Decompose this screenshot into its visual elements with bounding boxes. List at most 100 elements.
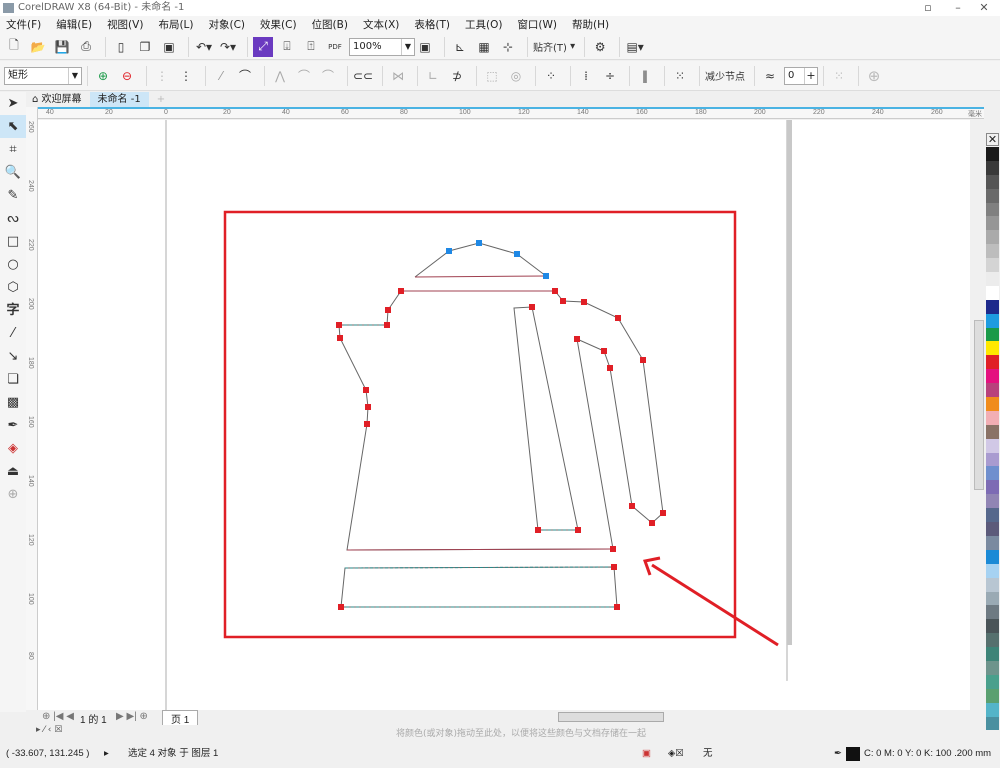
vertical-ruler[interactable]: 260 240 220 200 180 160 140 120 100 80: [26, 107, 38, 710]
curve-node[interactable]: [581, 299, 587, 305]
curve-node[interactable]: [607, 365, 613, 371]
transparency-icon[interactable]: ▩: [6, 395, 20, 410]
color-swatch[interactable]: [986, 355, 999, 370]
horizontal-ruler[interactable]: 40 20 0 20 40 60 80 100 120 140 160 180 200 220 240 260…: [38, 107, 984, 119]
menu-item[interactable]: 效果(C): [260, 19, 297, 31]
curve-node[interactable]: [660, 510, 666, 516]
eyedropper-icon[interactable]: ✒: [7, 418, 19, 433]
color-swatch[interactable]: [986, 327, 999, 342]
import-icon[interactable]: ⍗: [283, 39, 291, 53]
copy-icon[interactable]: ❐: [139, 39, 151, 54]
drop-shadow-icon[interactable]: ❏: [7, 372, 19, 387]
curve-node[interactable]: [446, 248, 452, 254]
curve-node[interactable]: [385, 307, 391, 313]
snap-to-menu[interactable]: 贴齐(T) ▾: [533, 41, 576, 54]
color-swatch[interactable]: [986, 230, 999, 245]
color-swatch[interactable]: [986, 522, 999, 536]
outline-color-swatch[interactable]: [846, 747, 860, 761]
color-swatch[interactable]: [986, 647, 999, 661]
curve-node[interactable]: [384, 322, 390, 328]
curve-node[interactable]: [543, 273, 549, 279]
pick-tool-icon[interactable]: ➤: [7, 96, 19, 111]
color-swatch[interactable]: [986, 202, 999, 217]
minimize-button[interactable]: –: [955, 1, 961, 14]
mirror-vertical-icon[interactable]: ÷: [604, 68, 616, 83]
menu-item[interactable]: 窗口(W): [517, 19, 558, 31]
boundary-icon[interactable]: ⁙: [833, 68, 845, 83]
break-curve-icon[interactable]: ⋮: [180, 68, 192, 83]
undo-icon[interactable]: ↶▾: [195, 39, 213, 54]
curve-node[interactable]: [338, 604, 344, 610]
color-swatch[interactable]: [986, 285, 999, 300]
polygon-tool-icon[interactable]: ⬡: [7, 280, 19, 295]
menu-item[interactable]: 对象(C): [208, 19, 246, 31]
reverse-direction-icon[interactable]: ⊂⊂: [352, 68, 374, 83]
text-tool-icon[interactable]: 字: [6, 303, 20, 318]
curve-node[interactable]: [552, 288, 558, 294]
color-swatch[interactable]: [986, 688, 999, 703]
to-curve-icon[interactable]: ⌒: [238, 69, 251, 83]
coords-arrow-icon[interactable]: ▸: [104, 748, 109, 759]
new-icon[interactable]: 🗋: [9, 38, 19, 52]
color-swatch[interactable]: [986, 383, 999, 398]
close-curve-icon[interactable]: ⊅: [451, 68, 463, 83]
curve-node[interactable]: [574, 336, 580, 342]
horizontal-scrollbar[interactable]: [558, 712, 664, 722]
page-nav-next-buttons[interactable]: ▶ ▶| ⊕: [116, 711, 148, 722]
color-swatch[interactable]: [986, 591, 999, 606]
full-screen-icon[interactable]: ▣: [419, 39, 431, 54]
color-swatch[interactable]: [986, 452, 999, 467]
new-tab-icon[interactable]: +: [156, 94, 166, 105]
color-swatch[interactable]: [986, 535, 999, 550]
color-swatch[interactable]: [986, 272, 999, 286]
outline-pen-icon[interactable]: ✒: [834, 748, 842, 759]
add-tool-icon[interactable]: ⊕: [7, 487, 19, 502]
fill-icon[interactable]: ◈☒: [668, 748, 684, 759]
smooth-node-icon[interactable]: ⌒: [297, 69, 310, 83]
gear-icon[interactable]: ⚙: [594, 39, 606, 54]
menu-item[interactable]: 文件(F): [6, 19, 42, 31]
interactive-fill-icon[interactable]: ◈: [8, 441, 18, 456]
color-swatch[interactable]: [986, 633, 999, 648]
color-swatch[interactable]: [986, 716, 999, 731]
redo-icon[interactable]: ↷▾: [219, 39, 237, 54]
drawing-canvas[interactable]: [38, 120, 970, 710]
cut-icon[interactable]: ▯: [117, 39, 125, 54]
color-swatch[interactable]: [986, 660, 999, 675]
launch-icon[interactable]: ▤▾: [626, 39, 644, 54]
color-swatch[interactable]: [986, 160, 999, 175]
elastic-mode-icon[interactable]: ‖: [642, 68, 648, 83]
parallel-dimension-icon[interactable]: ⁄: [11, 326, 15, 341]
add-node-icon[interactable]: ⊕: [97, 68, 109, 83]
curve-node[interactable]: [476, 240, 482, 246]
reduce-nodes-button[interactable]: 减少节点: [705, 72, 745, 83]
color-swatch[interactable]: [986, 508, 999, 523]
artistic-media-icon[interactable]: ᔓ: [7, 211, 19, 226]
close-button[interactable]: ✕: [979, 1, 989, 14]
export-icon[interactable]: ⍐: [307, 39, 315, 53]
color-swatch[interactable]: [986, 438, 999, 453]
crop-tool-icon[interactable]: ⌗: [9, 142, 17, 157]
color-swatch[interactable]: [986, 549, 999, 564]
curve-node[interactable]: [560, 298, 566, 304]
color-swatch[interactable]: [986, 369, 999, 384]
extract-subpath-icon[interactable]: ∟: [427, 68, 439, 83]
curve-node[interactable]: [336, 322, 342, 328]
print-icon[interactable]: ⎙: [81, 39, 91, 53]
curve-node[interactable]: [535, 527, 541, 533]
color-swatch[interactable]: [986, 674, 999, 689]
to-line-icon[interactable]: ⁄: [219, 68, 222, 83]
color-swatch[interactable]: [986, 605, 999, 620]
menu-item[interactable]: 视图(V): [107, 19, 144, 31]
zoom-tool-icon[interactable]: 🔍: [4, 165, 22, 180]
page-nav-buttons[interactable]: ⊕ |◀ ◀: [42, 711, 74, 722]
curve-node[interactable]: [649, 520, 655, 526]
smoothness-input[interactable]: 0 +: [784, 66, 818, 85]
delete-node-icon[interactable]: ⊖: [121, 68, 133, 83]
save-icon[interactable]: 💾: [54, 39, 70, 54]
object-type-select[interactable]: 矩形 ▼: [4, 66, 82, 85]
color-swatch[interactable]: [986, 188, 999, 203]
corel-connect-icon[interactable]: ⤢: [253, 36, 273, 57]
color-swatch[interactable]: [986, 480, 999, 495]
color-swatch[interactable]: [986, 563, 999, 578]
